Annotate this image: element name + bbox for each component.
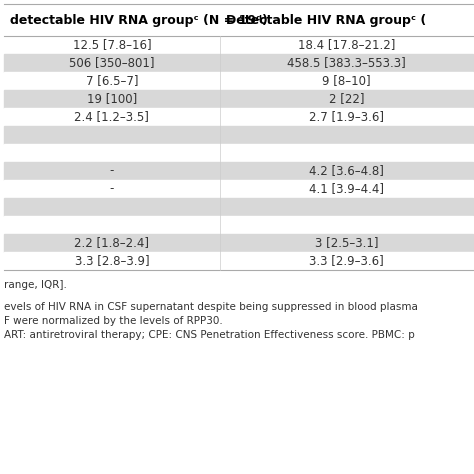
- Text: 19 [100]: 19 [100]: [87, 92, 137, 106]
- Bar: [4, 144, 473, 162]
- Bar: [4, 198, 473, 216]
- Text: 2.2 [1.8–2.4]: 2.2 [1.8–2.4]: [74, 237, 149, 249]
- Text: F were normalized by the levels of RPP30.: F were normalized by the levels of RPP30…: [4, 317, 223, 327]
- Text: 7 [6.5–7]: 7 [6.5–7]: [86, 74, 138, 88]
- Text: 9 [8–10]: 9 [8–10]: [322, 74, 371, 88]
- Bar: [4, 126, 473, 144]
- Bar: [4, 162, 473, 180]
- Bar: [4, 72, 473, 90]
- Text: 458.5 [383.3–553.3]: 458.5 [383.3–553.3]: [287, 56, 406, 70]
- Text: 3 [2.5–3.1]: 3 [2.5–3.1]: [315, 237, 378, 249]
- Text: 4.1 [3.9–4.4]: 4.1 [3.9–4.4]: [309, 182, 384, 195]
- Text: 3.3 [2.9–3.6]: 3.3 [2.9–3.6]: [309, 255, 384, 267]
- Bar: [4, 216, 473, 234]
- Text: 12.5 [7.8–16]: 12.5 [7.8–16]: [73, 38, 151, 52]
- Bar: [4, 54, 473, 72]
- Bar: [4, 90, 473, 108]
- Text: range, IQR].: range, IQR].: [4, 280, 67, 290]
- Bar: [4, 36, 473, 54]
- Text: 506 [350–801]: 506 [350–801]: [69, 56, 155, 70]
- Text: 2 [22]: 2 [22]: [328, 92, 364, 106]
- Bar: [4, 234, 473, 252]
- Text: -: -: [109, 182, 114, 195]
- Bar: [4, 180, 473, 198]
- Bar: [4, 108, 473, 126]
- Text: 4.2 [3.6–4.8]: 4.2 [3.6–4.8]: [309, 164, 384, 177]
- Text: Detectable HIV RNA groupᶜ (: Detectable HIV RNA groupᶜ (: [226, 13, 426, 27]
- Text: 2.4 [1.2–3.5]: 2.4 [1.2–3.5]: [74, 110, 149, 124]
- Text: detectable HIV RNA groupᶜ (N = 19ᵈ): detectable HIV RNA groupᶜ (N = 19ᵈ): [10, 13, 268, 27]
- Bar: [4, 4, 473, 36]
- Text: ART: antiretroviral therapy; CPE: CNS Penetration Effectiveness score. PBMC: p: ART: antiretroviral therapy; CPE: CNS Pe…: [4, 330, 415, 340]
- Text: 3.3 [2.8–3.9]: 3.3 [2.8–3.9]: [74, 255, 149, 267]
- Text: -: -: [109, 164, 114, 177]
- Bar: [4, 252, 473, 270]
- Text: 2.7 [1.9–3.6]: 2.7 [1.9–3.6]: [309, 110, 384, 124]
- Text: 18.4 [17.8–21.2]: 18.4 [17.8–21.2]: [298, 38, 395, 52]
- Text: evels of HIV RNA in CSF supernatant despite being suppressed in blood plasma: evels of HIV RNA in CSF supernatant desp…: [4, 302, 418, 312]
